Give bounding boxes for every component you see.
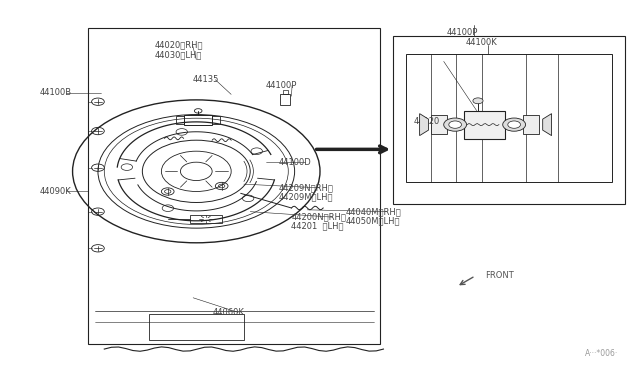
Text: FRONT: FRONT (485, 271, 514, 280)
Circle shape (449, 121, 461, 128)
Bar (88, 28, 380, 344)
Bar (464, 111, 505, 138)
Bar (184, 115, 212, 125)
Text: 44201  〈LH〉: 44201 〈LH〉 (291, 222, 344, 231)
Bar (212, 116, 220, 124)
Text: 44030〈LH〉: 44030〈LH〉 (155, 50, 202, 59)
Bar (431, 115, 447, 134)
Text: 44209N〈RH〉: 44209N〈RH〉 (279, 183, 333, 192)
Text: 44100B: 44100B (40, 88, 72, 97)
Text: 44100D: 44100D (279, 158, 312, 167)
Text: 44135: 44135 (193, 75, 220, 84)
Text: 44020〈RH〉: 44020〈RH〉 (155, 41, 204, 49)
Circle shape (444, 118, 467, 131)
Text: 44200N〈RH〉: 44200N〈RH〉 (291, 213, 346, 222)
Text: 44100K: 44100K (466, 38, 498, 47)
Text: 44040M〈RH〉: 44040M〈RH〉 (346, 207, 401, 216)
Text: 44100P: 44100P (266, 81, 298, 90)
Bar (393, 36, 625, 204)
Text: 44050M〈LH〉: 44050M〈LH〉 (346, 216, 400, 225)
Bar (148, 314, 244, 340)
Polygon shape (543, 113, 552, 136)
Bar (280, 94, 290, 105)
Text: A···*006·: A···*006· (585, 349, 618, 358)
Text: 44060K: 44060K (212, 308, 244, 317)
Circle shape (508, 121, 520, 128)
Circle shape (503, 118, 525, 131)
Bar (176, 116, 184, 124)
Bar (523, 115, 539, 134)
Circle shape (473, 98, 483, 104)
Bar (190, 215, 221, 223)
Text: 44090K: 44090K (40, 187, 71, 196)
Polygon shape (420, 113, 429, 136)
Text: 44120: 44120 (413, 118, 440, 126)
Bar (283, 90, 287, 94)
Text: 44209M〈LH〉: 44209M〈LH〉 (279, 192, 333, 202)
Bar (406, 54, 612, 182)
Text: 44100P: 44100P (447, 28, 478, 36)
